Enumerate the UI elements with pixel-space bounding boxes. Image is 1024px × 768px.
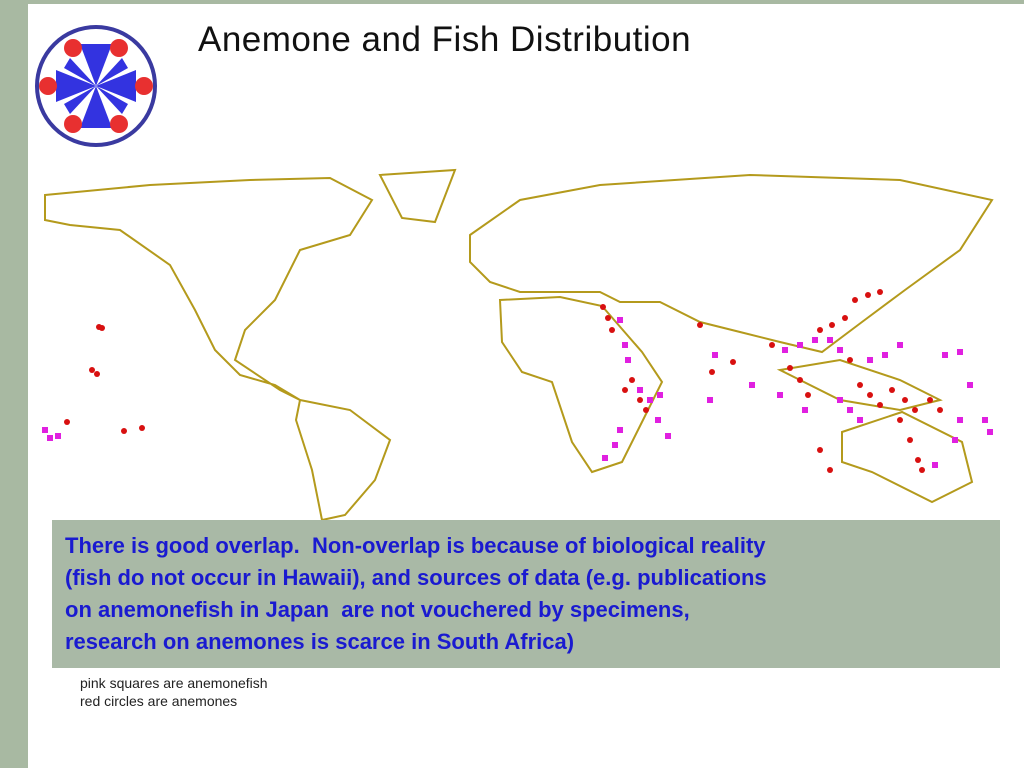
anemone-point <box>637 397 643 403</box>
anemonefish-point <box>867 357 873 363</box>
anemonefish-point <box>647 397 653 403</box>
anemone-point <box>769 342 775 348</box>
anemonefish-point <box>837 347 843 353</box>
anemone-point <box>709 369 715 375</box>
anemonefish-point <box>802 407 808 413</box>
anemone-point <box>857 382 863 388</box>
anemonefish-point <box>777 392 783 398</box>
anemonefish-point <box>967 382 973 388</box>
anemonefish-point <box>882 352 888 358</box>
anemonefish-point <box>665 433 671 439</box>
anemone-point <box>865 292 871 298</box>
anemonefish-point <box>712 352 718 358</box>
anemonefish-point <box>42 427 48 433</box>
anemone-point <box>889 387 895 393</box>
anemonefish-point <box>612 442 618 448</box>
anemone-point <box>847 357 853 363</box>
anemonefish-point <box>837 397 843 403</box>
slide-title: Anemone and Fish Distribution <box>198 20 692 59</box>
sidebar <box>0 0 28 768</box>
anemonefish-point <box>782 347 788 353</box>
callout-line: There is good overlap. Non-overlap is be… <box>65 533 766 558</box>
anemone-point <box>697 322 703 328</box>
anemone-point <box>94 371 100 377</box>
top-border <box>0 0 1024 4</box>
anemone-point <box>622 387 628 393</box>
anemone-point <box>912 407 918 413</box>
anemonefish-point <box>625 357 631 363</box>
anemonefish-point <box>857 417 863 423</box>
anemonefish-point <box>657 392 663 398</box>
callout-line: on anemonefish in Japan are not vouchere… <box>65 597 690 622</box>
anemone-point <box>937 407 943 413</box>
anemonefish-point <box>942 352 948 358</box>
anemone-point <box>867 392 873 398</box>
anemonefish-point <box>812 337 818 343</box>
callout-line: research on anemones is scarce in South … <box>65 629 575 654</box>
anemone-point <box>643 407 649 413</box>
anemone-point <box>121 428 127 434</box>
legend: pink squares are anemonefish red circles… <box>80 674 268 710</box>
callout-box: There is good overlap. Non-overlap is be… <box>52 520 1000 668</box>
anemone-point <box>919 467 925 473</box>
anemone-point <box>139 425 145 431</box>
anemone-point <box>817 327 823 333</box>
anemone-point <box>99 325 105 331</box>
world-map <box>44 168 994 522</box>
callout-line: (fish do not occur in Hawaii), and sourc… <box>65 565 767 590</box>
anemonefish-point <box>602 455 608 461</box>
anemone-point <box>629 377 635 383</box>
anemone-point <box>797 377 803 383</box>
anemonefish-point <box>797 342 803 348</box>
legend-entry: pink squares are anemonefish <box>80 675 268 691</box>
anemonefish-point <box>707 397 713 403</box>
anemone-point <box>64 419 70 425</box>
anemonefish-point <box>987 429 993 435</box>
anemone-point <box>897 417 903 423</box>
anemonefish-point <box>749 382 755 388</box>
anemonefish-point <box>47 435 53 441</box>
anemonefish-point <box>622 342 628 348</box>
anemonefish-point <box>617 317 623 323</box>
anemone-point <box>827 467 833 473</box>
anemonefish-point <box>952 437 958 443</box>
anemonefish-point <box>957 349 963 355</box>
anemonefish-point <box>617 427 623 433</box>
anemone-point <box>877 289 883 295</box>
anemone-point <box>842 315 848 321</box>
anemone-point <box>605 315 611 321</box>
anemone-point <box>902 397 908 403</box>
occurrence-points <box>42 289 993 473</box>
anemonefish-point <box>932 462 938 468</box>
anemone-point <box>927 397 933 403</box>
anemone-point <box>805 392 811 398</box>
anemonefish-point <box>847 407 853 413</box>
anemone-point <box>817 447 823 453</box>
anemone-point <box>915 457 921 463</box>
anemone-point <box>600 304 606 310</box>
anemone-point <box>852 297 858 303</box>
legend-entry: red circles are anemones <box>80 693 238 709</box>
anemone-point <box>730 359 736 365</box>
anemonefish-point <box>897 342 903 348</box>
anemone-point <box>609 327 615 333</box>
anemonefish-point <box>55 433 61 439</box>
anemone-point <box>829 322 835 328</box>
anemone-point <box>877 402 883 408</box>
anemonefish-point <box>957 417 963 423</box>
anemonefish-point <box>982 417 988 423</box>
anemonefish-point <box>637 387 643 393</box>
anemone-point <box>89 367 95 373</box>
anemonefish-point <box>827 337 833 343</box>
anemone-point <box>907 437 913 443</box>
anemone-point <box>787 365 793 371</box>
logo <box>35 25 157 147</box>
anemonefish-point <box>655 417 661 423</box>
